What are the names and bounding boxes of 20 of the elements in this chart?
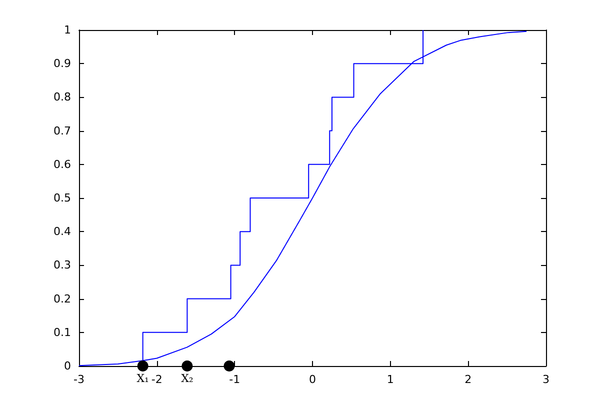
y-tick-label: 0.5 <box>54 192 71 204</box>
y-tick-label: 0.8 <box>54 90 71 104</box>
y-tick-label: 0.6 <box>54 158 71 171</box>
x-tick-label: 0 <box>309 373 316 386</box>
x-tick-label: -3 <box>74 373 84 386</box>
x-tick-label: 2 <box>464 373 472 386</box>
annotation: X₁ <box>136 372 149 385</box>
x-tick-label: 3 <box>542 373 550 386</box>
y-tick-label: 0.9 <box>54 57 71 70</box>
y-tick-label: 0.3 <box>54 258 71 272</box>
x-tick-label: -2 <box>151 373 162 386</box>
x-tick-label: -1 <box>229 373 240 386</box>
y-tick-label: 0.1 <box>54 326 71 339</box>
x-tick-label: 1 <box>386 373 394 386</box>
y-tick-label: 0 <box>64 360 71 372</box>
y-tick-label: 0.2 <box>54 292 71 306</box>
y-tick-label: 0.7 <box>54 124 71 138</box>
annotation: X₂ <box>181 372 194 385</box>
y-tick-label: 0.4 <box>54 225 71 238</box>
y-tick-label: 1 <box>64 24 71 36</box>
